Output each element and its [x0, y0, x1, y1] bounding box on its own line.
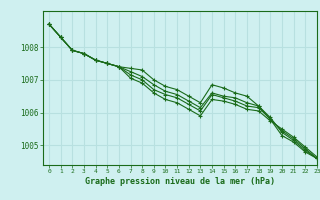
X-axis label: Graphe pression niveau de la mer (hPa): Graphe pression niveau de la mer (hPa): [85, 177, 275, 186]
